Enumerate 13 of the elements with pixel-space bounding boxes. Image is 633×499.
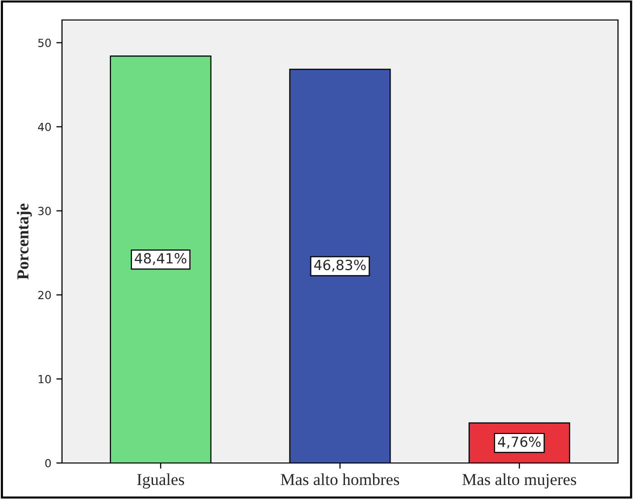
- y-tick-label: 30: [38, 206, 51, 216]
- data-label: 48,41%: [134, 253, 186, 265]
- y-tick-label: 40: [38, 122, 51, 132]
- y-tick-label: 50: [38, 38, 51, 48]
- y-axis-title: Porcentaje: [16, 204, 32, 280]
- y-tick-label: 10: [38, 374, 51, 384]
- data-label: 46,83%: [314, 260, 366, 272]
- x-tick-label: Mas alto mujeres: [462, 473, 576, 489]
- x-tick-label: Iguales: [137, 473, 184, 489]
- y-tick-label: 0: [45, 458, 51, 468]
- x-tick-label: Mas alto hombres: [280, 473, 400, 486]
- data-label: 4,76%: [498, 436, 541, 448]
- y-tick-label: 20: [38, 290, 51, 300]
